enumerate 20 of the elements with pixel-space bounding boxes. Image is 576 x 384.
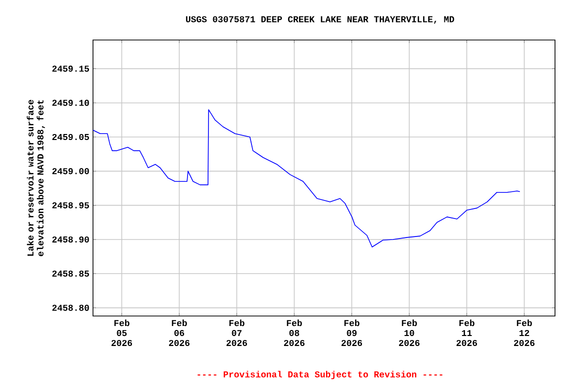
y-axis-title: Lake or reservoir water surface elevation above NAVD 1988, feet: [26, 100, 45, 256]
x-tick-label: Feb 06 2026: [169, 320, 190, 346]
x-tick-label: Feb 05 2026: [112, 320, 132, 346]
x-tick-label: Feb 12 2026: [514, 320, 535, 346]
text: ---- Provisional Data Subject to Revision ----: [198, 370, 442, 380]
y-tick-label: 2458.85: [52, 270, 90, 277]
y-tick-label: 2459.10: [52, 100, 89, 106]
line-series: [93, 109, 520, 248]
y-tick-label: 2459.05: [52, 134, 90, 140]
chart-title: USGS 03075871 DEEP CREEK LAKE NEAR THAYERVILLE, MD: [186, 16, 454, 24]
y-tick-label: 2458.95: [52, 202, 90, 208]
x-tick-label: Feb 09 2026: [342, 320, 362, 346]
x-tick-label: Feb 08 2026: [284, 320, 305, 346]
x-tick-label: Feb 07 2026: [226, 320, 248, 346]
y-tick-label: 2458.90: [52, 236, 89, 243]
y-tick-label: 2459.00: [52, 168, 89, 174]
y-tick-label: 2458.80: [52, 304, 89, 311]
x-tick-label: Feb 10 2026: [399, 320, 420, 346]
y-tick-label: 2459.15: [52, 66, 90, 72]
x-tick-label: Feb 11 2026: [456, 320, 478, 346]
